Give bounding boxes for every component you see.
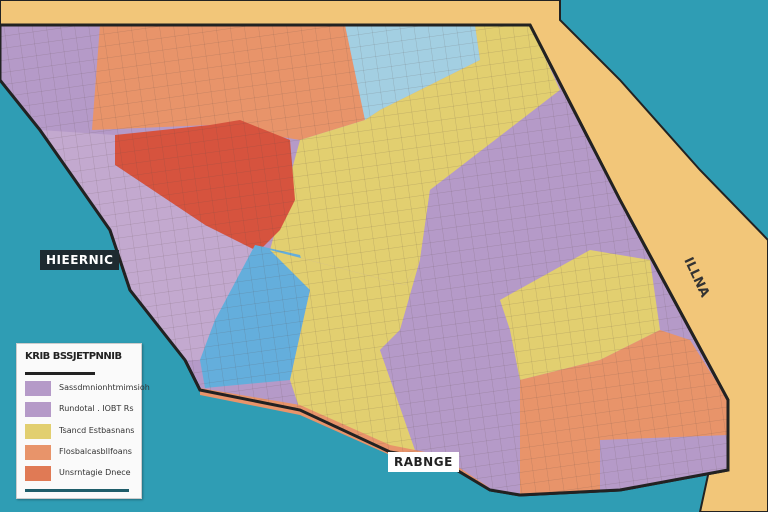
legend-title: KRIB BSSJETPNNIB	[25, 351, 122, 362]
legend-item: Sassdmnionhtmimsioh	[25, 381, 150, 397]
legend-label: Unsrntagie Dnece	[59, 468, 131, 477]
legend-label: Flosbalcasbllfoans	[59, 447, 132, 456]
legend-swatch	[25, 466, 51, 481]
legend-item: Tsancd Estbasnans	[25, 424, 137, 440]
legend-item: Rundotal . IOBT Rs	[25, 402, 137, 418]
legend-divider	[25, 372, 95, 375]
legend-swatch	[25, 402, 51, 417]
map-legend: KRIB BSSJETPNNIB Sassdmnionhtmimsioh Run…	[16, 343, 150, 499]
legend-swatch	[25, 445, 51, 460]
region-label-bottom: RABNGE	[388, 452, 459, 472]
legend-swatch	[25, 381, 51, 396]
legend-label: Sassdmnionhtmimsioh	[59, 383, 150, 392]
legend-label: Tsancd Estbasnans	[59, 426, 135, 435]
coastal-beach	[200, 388, 490, 488]
legend-swatch	[25, 424, 51, 439]
region-label-left: HIEERNIC	[40, 250, 120, 270]
legend-bottom-rule	[25, 489, 129, 492]
legend-label: Rundotal . IOBT Rs	[59, 404, 134, 413]
legend-item: Flosbalcasbllfoans	[25, 445, 137, 461]
legend-item: Unsrntagie Dnece	[25, 466, 137, 482]
